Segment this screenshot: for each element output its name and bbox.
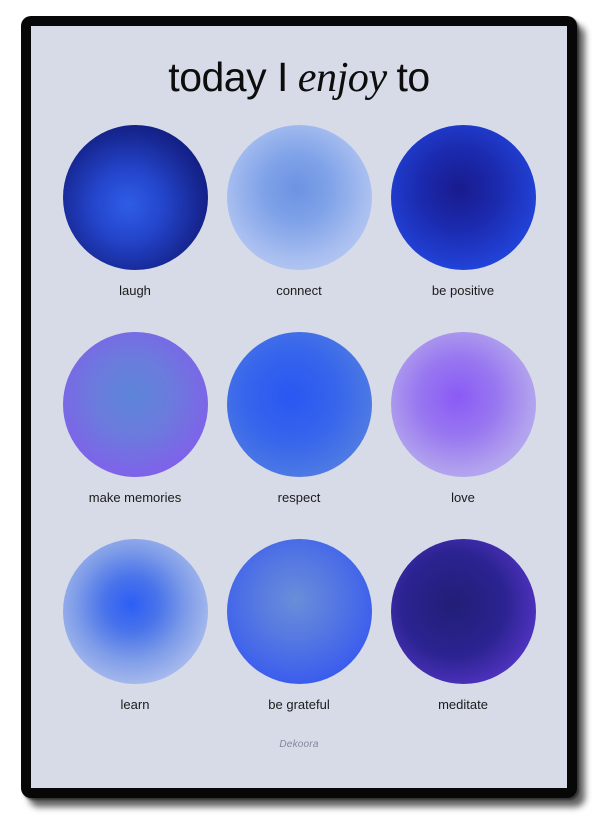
circle-label: laugh xyxy=(119,282,151,298)
circle-label: make memories xyxy=(88,489,182,505)
circle-cell-respect: respect xyxy=(226,331,372,506)
circle-cell-laugh: laugh xyxy=(62,124,208,299)
circle-label: be grateful xyxy=(268,696,330,712)
title-emphasis: enjoy xyxy=(297,54,387,101)
circle-label: connect xyxy=(276,282,322,298)
circle-label: be positive xyxy=(431,282,495,298)
circle-label: meditate xyxy=(438,696,488,712)
circle-cell-be-grateful: be grateful xyxy=(226,538,372,713)
brand-signature: Dekoora xyxy=(279,738,319,750)
gradient-circle-meditate xyxy=(390,538,536,684)
gradient-circle-respect xyxy=(226,331,372,477)
poster-frame: today I enjoy to laugh connect be positi… xyxy=(21,16,577,798)
circle-cell-connect: connect xyxy=(226,124,372,299)
gradient-circle-connect xyxy=(226,124,372,270)
gradient-circle-be-grateful xyxy=(226,538,372,684)
title-part1: today I xyxy=(168,54,288,100)
poster-title: today I enjoy to xyxy=(168,54,430,103)
circle-cell-be-positive: be positive xyxy=(390,124,536,299)
circle-cell-learn: learn xyxy=(62,538,208,713)
circle-label: learn xyxy=(120,696,150,712)
circle-cell-love: love xyxy=(390,331,536,506)
circle-label: love xyxy=(451,489,475,505)
gradient-circle-learn xyxy=(62,538,208,684)
poster: today I enjoy to laugh connect be positi… xyxy=(31,26,567,788)
gradient-circle-be-positive xyxy=(390,124,536,270)
gradient-circle-laugh xyxy=(62,124,208,270)
circle-label: respect xyxy=(277,489,321,505)
circle-grid: laugh connect be positive make memories xyxy=(31,124,567,713)
gradient-circle-love xyxy=(390,331,536,477)
circle-cell-meditate: meditate xyxy=(390,538,536,713)
title-part2: to xyxy=(396,54,430,100)
gradient-circle-make-memories xyxy=(62,331,208,477)
circle-cell-make-memories: make memories xyxy=(62,331,208,506)
